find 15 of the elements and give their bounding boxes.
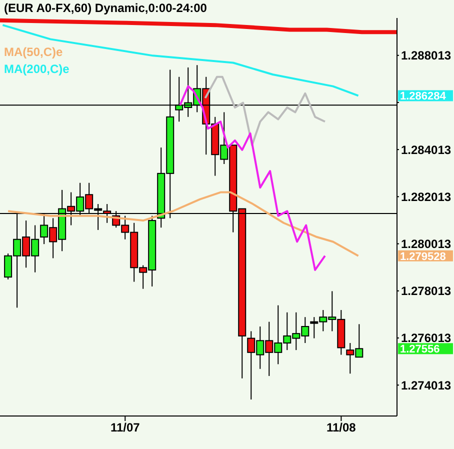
y-tick-label: 1.274013 [401, 378, 452, 392]
text: MA(50,C)e [4, 44, 64, 61]
y-tick-label: 1.284013 [401, 142, 452, 157]
x-tick-label: 11/08 [326, 420, 356, 435]
y-tick-label: 1.280013 [401, 237, 452, 252]
y-tick-label: 1.288013 [401, 48, 452, 63]
chart-title: (EUR A0-FX,60) Dynamic,0:00-24:00 [4, 1, 207, 15]
text: 1.279528 [400, 250, 446, 263]
series-label: MA(200,C)e [4, 61, 70, 78]
x-tick-label: 11/07 [110, 420, 140, 435]
y-tick-label: 1.282013 [401, 190, 452, 204]
y-tick-label: 1.276013 [401, 331, 452, 346]
text: 1.27556 [400, 344, 440, 356]
y-tick-label: 1.278013 [401, 284, 452, 298]
text: 1.286284 [400, 90, 447, 103]
